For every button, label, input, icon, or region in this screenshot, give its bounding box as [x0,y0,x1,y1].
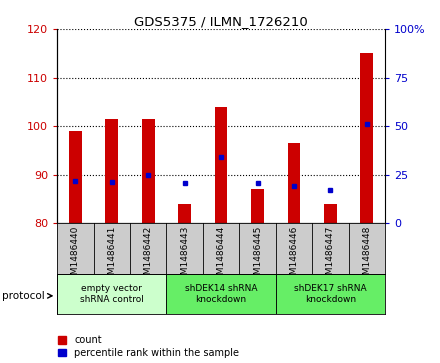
Bar [106,119,118,223]
Text: GSM1486447: GSM1486447 [326,226,335,286]
Text: shDEK17 shRNA
knockdown: shDEK17 shRNA knockdown [294,284,367,304]
Bar [288,143,301,223]
Bar [178,204,191,223]
Text: GSM1486440: GSM1486440 [71,226,80,286]
Text: empty vector
shRNA control: empty vector shRNA control [80,284,144,304]
Bar [360,53,373,223]
Bar [251,189,264,223]
Bar [69,131,82,223]
Legend: count, percentile rank within the sample: count, percentile rank within the sample [58,335,239,358]
Bar [57,274,166,314]
Title: GDS5375 / ILMN_1726210: GDS5375 / ILMN_1726210 [134,15,308,28]
Text: GSM1486448: GSM1486448 [362,226,371,286]
Text: shDEK14 shRNA
knockdown: shDEK14 shRNA knockdown [185,284,257,304]
Bar [166,274,276,314]
Text: GSM1486446: GSM1486446 [290,226,298,286]
Bar [276,274,385,314]
Text: GSM1486443: GSM1486443 [180,226,189,286]
Bar [324,204,337,223]
Text: GSM1486445: GSM1486445 [253,226,262,286]
Text: GSM1486441: GSM1486441 [107,226,116,286]
Text: GSM1486442: GSM1486442 [144,226,153,286]
Bar [142,119,154,223]
Text: protocol: protocol [2,291,45,301]
Text: GSM1486444: GSM1486444 [216,226,226,286]
Bar [215,107,227,223]
